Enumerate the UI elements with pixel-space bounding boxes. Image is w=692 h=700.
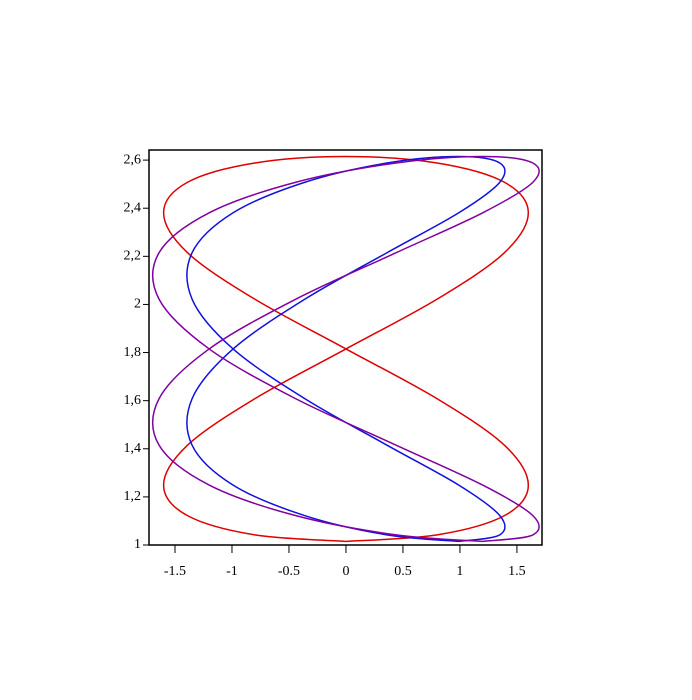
y-tick-label: 2 <box>134 297 141 312</box>
y-tick-label: 2,2 <box>124 249 142 264</box>
x-tick-label: -0.5 <box>278 564 300 579</box>
x-tick-label: -1 <box>226 564 238 579</box>
x-tick-label: 1.5 <box>508 564 526 579</box>
y-tick-label: 1,4 <box>124 441 142 456</box>
y-tick-label: 2,6 <box>124 152 142 167</box>
y-tick-label: 2,4 <box>124 200 142 215</box>
y-tick-label: 1,2 <box>124 489 142 504</box>
y-tick-label: 1,6 <box>124 393 142 408</box>
x-tick-label: 1 <box>456 564 463 579</box>
y-tick-label: 1 <box>134 537 141 552</box>
x-tick-label: -1.5 <box>164 564 186 579</box>
curve <box>152 155 540 543</box>
x-tick-label: 0.5 <box>394 564 412 579</box>
curve <box>162 155 530 543</box>
x-tick-label: 0 <box>342 564 349 579</box>
y-tick-label: 1,8 <box>124 345 142 360</box>
